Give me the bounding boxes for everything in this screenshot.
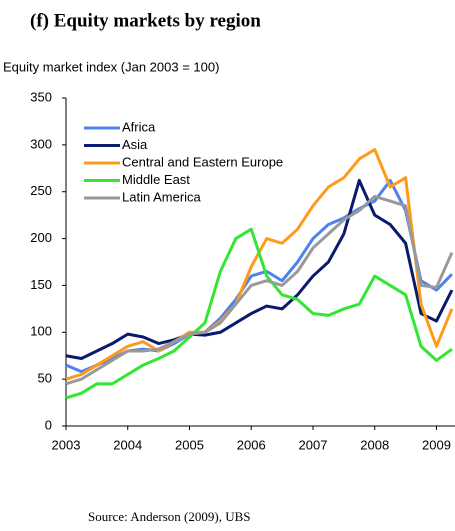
x-tick-label: 2008 — [360, 437, 389, 452]
legend-label: Asia — [122, 137, 148, 152]
y-tick-label: 150 — [30, 277, 52, 292]
y-axis-label: Equity market index (Jan 2003 = 100) — [3, 59, 219, 74]
x-tick-label: 2004 — [113, 437, 142, 452]
legend-label: Central and Eastern Europe — [122, 154, 283, 169]
series-line — [65, 227, 453, 400]
y-tick-label: 50 — [38, 371, 52, 386]
x-tick-label: 2006 — [237, 437, 266, 452]
legend-label: Africa — [122, 119, 156, 134]
legend-label: Middle East — [122, 172, 190, 187]
source-note: Source: Anderson (2009), UBS — [88, 509, 251, 524]
series-line — [65, 178, 454, 361]
legend-label: Latin America — [122, 189, 202, 204]
series-line — [65, 194, 454, 386]
y-tick-label: 350 — [30, 89, 52, 104]
series-line — [65, 178, 453, 374]
y-tick-label: 0 — [45, 417, 52, 432]
x-tick-label: 2005 — [175, 437, 204, 452]
y-tick-label: 300 — [30, 136, 52, 151]
y-tick-label: 250 — [30, 183, 52, 198]
chart-title: (f) Equity markets by region — [30, 10, 261, 31]
x-tick-label: 2009 — [422, 437, 451, 452]
x-tick-label: 2007 — [299, 437, 328, 452]
y-tick-label: 100 — [30, 324, 52, 339]
x-tick-label: 2003 — [52, 437, 81, 452]
y-tick-label: 200 — [30, 230, 52, 245]
